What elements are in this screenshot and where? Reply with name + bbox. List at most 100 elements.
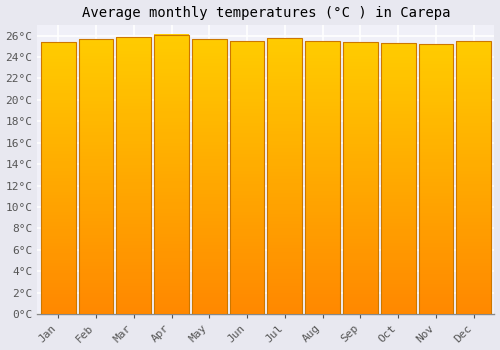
Bar xyxy=(418,219,454,223)
Bar xyxy=(305,259,340,263)
Bar xyxy=(268,138,302,141)
Bar xyxy=(268,231,302,234)
Bar xyxy=(418,75,454,78)
Bar xyxy=(192,87,226,90)
Bar xyxy=(192,176,226,180)
Bar xyxy=(381,60,416,63)
Bar xyxy=(41,256,76,260)
Bar xyxy=(456,239,491,242)
Bar xyxy=(154,87,189,90)
Bar xyxy=(343,212,378,216)
Bar xyxy=(154,178,189,181)
Bar xyxy=(343,113,378,117)
Bar xyxy=(305,252,340,256)
Bar xyxy=(230,44,264,48)
Bar xyxy=(230,96,264,99)
Bar xyxy=(78,77,114,80)
Bar xyxy=(381,80,416,84)
Bar xyxy=(230,126,264,130)
Bar xyxy=(78,235,114,238)
Bar xyxy=(268,96,302,100)
Bar xyxy=(343,59,378,62)
Bar xyxy=(381,100,416,104)
Bar xyxy=(305,236,340,239)
Bar xyxy=(116,57,151,61)
Bar xyxy=(418,78,454,81)
Bar xyxy=(456,249,491,253)
Bar xyxy=(268,90,302,93)
Bar xyxy=(154,293,189,296)
Bar xyxy=(381,307,416,311)
Bar xyxy=(381,134,416,138)
Bar xyxy=(381,145,416,148)
Bar xyxy=(305,239,340,242)
Bar xyxy=(78,135,114,139)
Bar xyxy=(343,202,378,205)
Bar xyxy=(230,167,264,171)
Bar xyxy=(230,273,264,276)
Bar xyxy=(78,73,114,77)
Bar xyxy=(41,76,76,79)
Bar xyxy=(116,245,151,248)
Bar xyxy=(230,246,264,249)
Bar xyxy=(268,76,302,79)
Bar xyxy=(268,107,302,110)
Bar xyxy=(78,80,114,84)
Bar xyxy=(116,127,151,130)
Bar xyxy=(456,184,491,188)
Bar xyxy=(381,94,416,97)
Bar xyxy=(116,265,151,269)
Bar xyxy=(456,205,491,208)
Bar xyxy=(343,273,378,276)
Bar xyxy=(116,43,151,47)
Bar xyxy=(41,161,76,164)
Bar xyxy=(305,300,340,304)
Bar xyxy=(343,86,378,90)
Bar xyxy=(381,280,416,284)
Bar xyxy=(78,169,114,173)
Bar xyxy=(230,48,264,51)
Bar xyxy=(268,176,302,179)
Bar xyxy=(230,116,264,119)
Bar xyxy=(41,215,76,219)
Bar xyxy=(230,201,264,205)
Bar xyxy=(41,283,76,287)
Bar xyxy=(230,256,264,259)
Bar xyxy=(154,41,189,45)
Bar xyxy=(41,273,76,276)
Bar xyxy=(456,44,491,48)
Bar xyxy=(230,140,264,143)
Bar xyxy=(418,193,454,196)
Bar xyxy=(41,270,76,273)
Bar xyxy=(230,68,264,72)
Bar xyxy=(305,290,340,294)
Bar xyxy=(192,56,226,60)
Bar xyxy=(381,104,416,107)
Bar xyxy=(343,52,378,56)
Bar xyxy=(418,128,454,132)
Bar xyxy=(343,239,378,243)
Bar xyxy=(456,232,491,236)
Bar xyxy=(305,140,340,143)
Bar xyxy=(305,48,340,51)
Bar xyxy=(418,287,454,290)
Bar xyxy=(343,164,378,168)
Bar xyxy=(381,287,416,290)
Bar xyxy=(78,194,114,197)
Bar xyxy=(381,253,416,257)
Bar xyxy=(418,189,454,192)
Bar xyxy=(41,185,76,188)
Bar xyxy=(418,122,454,125)
Bar xyxy=(192,169,226,173)
Bar xyxy=(418,51,454,54)
Bar xyxy=(343,185,378,188)
Bar xyxy=(154,38,189,42)
Bar xyxy=(268,169,302,173)
Bar xyxy=(418,48,454,51)
Bar xyxy=(305,256,340,259)
Bar xyxy=(305,51,340,55)
Bar xyxy=(154,261,189,265)
Bar xyxy=(343,191,378,195)
Bar xyxy=(230,102,264,106)
Bar xyxy=(116,193,151,196)
